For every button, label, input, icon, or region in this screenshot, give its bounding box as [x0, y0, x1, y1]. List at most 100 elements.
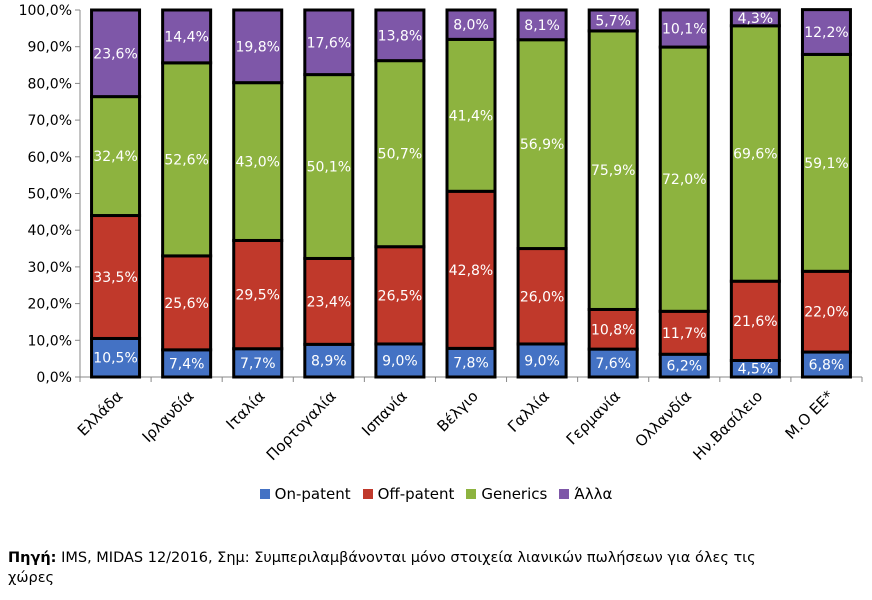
x-tick-label: Πορτογαλία	[263, 387, 340, 464]
data-label: 69,6%	[733, 146, 777, 162]
bar-segment	[658, 8, 710, 49]
y-tick-label: 90,0%	[28, 40, 72, 56]
x-tick-label: Βέλγιο	[433, 387, 481, 435]
data-label: 22,0%	[804, 305, 848, 321]
source-text: IMS, MIDAS 12/2016, Σημ: Συμπεριλαμβάνον…	[8, 550, 756, 586]
data-label: 10,1%	[662, 22, 706, 38]
bar-segment	[232, 8, 284, 85]
data-label: 7,7%	[240, 356, 276, 372]
legend-label: Άλλα	[574, 485, 613, 503]
bar-stack: 8,9% 23,4% 50,1% 17,6%	[303, 8, 355, 379]
data-label: 4,3%	[738, 11, 774, 27]
bar-segment	[445, 37, 497, 193]
bar-segment	[303, 342, 355, 379]
data-label: 50,7%	[378, 147, 422, 163]
legend-label: Off-patent	[377, 485, 455, 503]
bar-stack: 7,8% 42,8% 41,4% 8,0%	[445, 8, 497, 379]
bar-segment	[232, 347, 284, 379]
data-label: 5,7%	[595, 13, 631, 29]
y-tick-label: 80,0%	[28, 76, 72, 92]
bar-segment	[729, 8, 781, 28]
bar-segment	[232, 238, 284, 351]
data-label: 14,4%	[164, 29, 208, 45]
data-label: 9,0%	[382, 353, 418, 369]
x-tick-label: Ην.Βασίλειο	[690, 387, 767, 464]
data-label: 10,8%	[591, 322, 635, 338]
data-label: 26,0%	[520, 289, 564, 305]
x-tick-label: Ισπανία	[358, 387, 411, 440]
bar-stack: 10,5% 33,5% 32,4% 23,6%	[90, 8, 142, 379]
bar-segment	[516, 8, 568, 42]
data-label: 50,1%	[307, 160, 351, 176]
data-label: 75,9%	[591, 163, 635, 179]
bar-segment	[374, 245, 426, 346]
bar-segment	[161, 8, 213, 65]
data-label: 17,6%	[307, 35, 351, 51]
bar-segment	[161, 348, 213, 379]
x-tick-label: Ιρλανδία	[139, 387, 198, 446]
y-tick-label: 40,0%	[28, 223, 72, 239]
legend-label: Generics	[481, 485, 548, 503]
bar-segment	[303, 256, 355, 346]
y-tick-label: 10,0%	[28, 333, 72, 349]
data-label: 42,8%	[449, 263, 493, 279]
source-label: Πηγή:	[8, 550, 57, 566]
data-label: 12,2%	[804, 25, 848, 41]
bar-segment	[374, 59, 426, 249]
data-label: 8,0%	[453, 18, 489, 34]
legend-swatch	[259, 489, 270, 499]
bar-segment	[374, 8, 426, 63]
data-label: 8,1%	[524, 18, 560, 34]
bar-stack: 7,7% 29,5% 43,0% 19,8%	[232, 8, 284, 379]
data-label: 19,8%	[235, 39, 279, 55]
y-tick-label: 30,0%	[28, 260, 72, 276]
bar-segment	[729, 24, 781, 283]
bar-segment	[303, 8, 355, 77]
data-label: 6,2%	[666, 359, 702, 375]
data-label: 72,0%	[662, 172, 706, 188]
bar-segment	[445, 189, 497, 350]
y-tick-label: 60,0%	[28, 150, 72, 166]
x-tick-label: Γερμανία	[563, 387, 624, 448]
data-label: 26,5%	[378, 288, 422, 304]
bar-segment	[90, 95, 142, 218]
data-label: 10,5%	[93, 351, 137, 367]
bar-stack: 9,0% 26,0% 56,9% 8,1%	[516, 8, 568, 379]
data-label: 33,5%	[93, 270, 137, 286]
data-label: 29,5%	[235, 288, 279, 304]
data-label: 8,9%	[311, 354, 347, 370]
bar-segment	[800, 269, 852, 354]
bar-segment	[445, 8, 497, 41]
y-tick-label: 50,0%	[28, 187, 72, 203]
data-label: 7,4%	[169, 356, 205, 372]
bar-segment	[587, 347, 639, 379]
data-label: 21,6%	[733, 314, 777, 330]
y-tick-label: 70,0%	[28, 113, 72, 129]
bar-segment	[90, 8, 142, 99]
data-label: 52,6%	[164, 152, 208, 168]
bar-segment	[587, 8, 639, 33]
y-tick-label: 0,0%	[36, 370, 72, 386]
legend-swatch	[362, 489, 373, 499]
bar-stack: 6,2% 11,7% 72,0% 10,1%	[658, 8, 710, 379]
data-label: 6,8%	[809, 358, 845, 374]
data-label: 4,5%	[738, 362, 774, 378]
bar-segment	[658, 45, 710, 313]
data-label: 23,4%	[307, 294, 351, 310]
bar-segment	[800, 8, 852, 56]
data-label: 25,6%	[164, 296, 208, 312]
stacked-bar-chart: 0,0% 10,0% 20,0% 30,0% 40,0% 50,0% 60,0% 70,0% 8…	[19, 3, 863, 464]
data-label: 32,4%	[93, 149, 137, 165]
legend-swatch	[466, 489, 477, 499]
bar-stack: 6,8% 22,0% 59,1% 12,2%	[800, 8, 852, 379]
x-tick-label: Μ.Ο ΕΕ*	[782, 387, 838, 443]
legend-item: Generics	[466, 485, 547, 503]
y-tick-label: 20,0%	[28, 297, 72, 313]
bar-stack: 7,4% 25,6% 52,6% 14,4%	[161, 8, 213, 379]
chart-legend: On-patent Off-patent Generics Άλλα	[0, 485, 872, 503]
x-tick-label: Γαλλία	[504, 387, 553, 436]
data-label: 13,8%	[378, 28, 422, 44]
data-label: 23,6%	[93, 46, 137, 62]
bar-segment	[232, 81, 284, 242]
data-label: 41,4%	[449, 108, 493, 124]
